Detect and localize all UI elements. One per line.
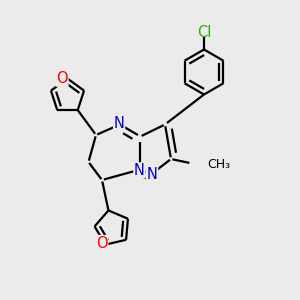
Text: CH₃: CH₃	[207, 158, 230, 171]
Text: N: N	[147, 167, 158, 182]
Text: N: N	[114, 116, 124, 130]
Text: N: N	[134, 163, 145, 178]
Text: O: O	[96, 236, 108, 250]
Text: O: O	[56, 71, 68, 86]
Text: Cl: Cl	[197, 25, 211, 40]
